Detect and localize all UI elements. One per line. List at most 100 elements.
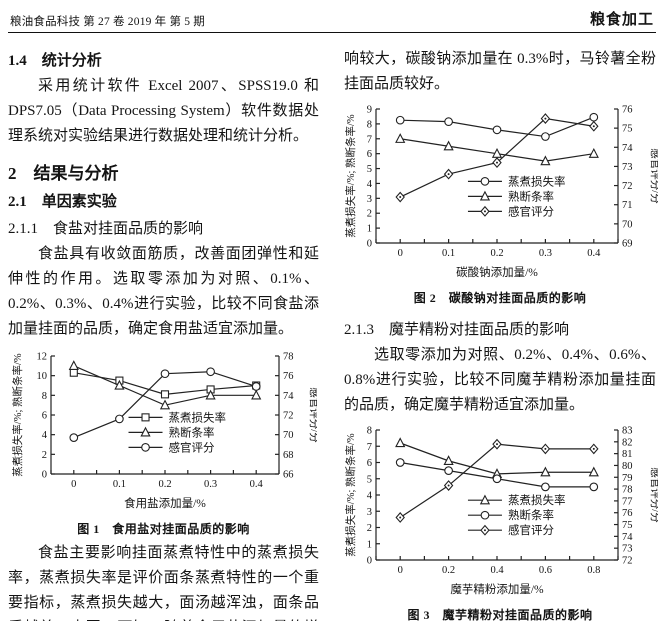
- svg-text:0.8: 0.8: [587, 565, 600, 576]
- svg-text:70: 70: [283, 430, 294, 441]
- paragraph-salt-intro: 食盐具有收敛面筋质，改善面团弹性和延伸性的作用。选取零添加为对照、0.1%、0.…: [8, 246, 319, 337]
- heading-2-1-1: 2.1.1 食盐对挂面品质的影响: [8, 221, 204, 237]
- svg-text:蒸煮损失率/%; 熟断条率/%: 蒸煮损失率/%; 熟断条率/%: [11, 353, 24, 477]
- page-header: 粮油食品科技 第 27 卷 2019 年 第 5 期 粮食加工: [8, 6, 656, 32]
- svg-text:77: 77: [622, 496, 633, 507]
- svg-text:0.2: 0.2: [158, 479, 171, 490]
- svg-text:68: 68: [283, 450, 294, 461]
- svg-text:73: 73: [622, 162, 633, 173]
- svg-text:感官评分: 感官评分: [508, 523, 554, 537]
- heading-1-4: 1.4 统计分析: [8, 53, 102, 69]
- heading-2-1: 2.1 单因素实验: [8, 194, 117, 210]
- svg-text:魔芋精粉添加量/%: 魔芋精粉添加量/%: [450, 582, 544, 596]
- svg-text:感官评分/分: 感官评分/分: [308, 387, 317, 443]
- paragraph-salt-discussion: 食盐主要影响挂面蒸煮特性中的蒸煮损失率，蒸煮损失率是评价面条蒸煮特性的一个重要指…: [8, 545, 319, 621]
- heading-2-1-3: 2.1.3 魔芋精粉对挂面品质的影响: [344, 322, 570, 338]
- left-column: 1.4 统计分析 采用统计软件 Excel 2007、SPSS19.0 和 DP…: [8, 35, 321, 621]
- svg-text:食用盐添加量/%: 食用盐添加量/%: [124, 496, 206, 510]
- svg-text:10: 10: [36, 371, 47, 382]
- svg-text:感官评分: 感官评分: [168, 440, 214, 454]
- svg-text:感官评分: 感官评分: [508, 204, 554, 218]
- svg-text:蒸煮损失率: 蒸煮损失率: [508, 493, 566, 507]
- svg-text:感官评分/分: 感官评分/分: [649, 467, 658, 523]
- svg-text:74: 74: [622, 532, 633, 543]
- svg-text:6: 6: [41, 411, 46, 422]
- svg-text:0: 0: [367, 556, 372, 567]
- svg-text:5: 5: [367, 474, 372, 485]
- figure3-caption: 图 3 魔芋精粉对挂面品质的影响: [407, 608, 593, 621]
- svg-text:4: 4: [367, 491, 373, 502]
- two-column-layout: 1.4 统计分析 采用统计软件 Excel 2007、SPSS19.0 和 DP…: [8, 35, 662, 621]
- svg-text:0.2: 0.2: [490, 248, 503, 259]
- svg-text:8: 8: [367, 119, 372, 130]
- figure-3: 0 1 2 3 4 5 6 7 8 72 73 74 75 76 77 78 79 80 81 82 83 0 0.2 0.4…: [344, 422, 662, 605]
- figure2-chart: 0 1 2 3 4 5 6 7 8 9 69 70 71 72 73 74 75 76 0 0.1 0.2 0.3 0.4 碳…: [344, 105, 662, 280]
- svg-text:6: 6: [367, 149, 372, 160]
- svg-text:79: 79: [622, 473, 633, 484]
- svg-text:80: 80: [622, 461, 633, 472]
- svg-text:0.1: 0.1: [112, 479, 125, 490]
- header-divider: [8, 32, 656, 33]
- svg-text:0.4: 0.4: [490, 565, 504, 576]
- svg-text:2: 2: [367, 209, 372, 220]
- figure2-caption: 图 2 碳酸钠对挂面品质的影响: [413, 291, 587, 305]
- svg-text:7: 7: [367, 442, 372, 453]
- journal-info: 粮油食品科技 第 27 卷 2019 年 第 5 期: [10, 16, 205, 28]
- svg-text:76: 76: [622, 105, 633, 116]
- svg-text:66: 66: [283, 470, 294, 481]
- svg-text:69: 69: [622, 239, 633, 250]
- svg-text:73: 73: [622, 544, 633, 555]
- svg-text:0: 0: [398, 565, 403, 576]
- svg-text:0.2: 0.2: [442, 565, 455, 576]
- svg-text:0: 0: [398, 248, 403, 259]
- svg-text:72: 72: [622, 556, 633, 567]
- svg-text:8: 8: [41, 391, 46, 402]
- svg-text:78: 78: [622, 485, 633, 496]
- svg-text:熟断条率: 熟断条率: [168, 425, 214, 439]
- svg-text:0.1: 0.1: [442, 248, 455, 259]
- svg-text:蒸煮损失率: 蒸煮损失率: [508, 174, 566, 188]
- svg-text:2: 2: [367, 523, 372, 534]
- svg-text:82: 82: [622, 437, 633, 448]
- svg-text:9: 9: [367, 105, 372, 116]
- svg-text:蒸煮损失率: 蒸煮损失率: [168, 410, 226, 424]
- figure-1: 0 2 4 6 8 10 12 66 68 70 72 74 76 78 0 0.1 0.2 0.3 0.4 食用盐添…: [8, 346, 321, 519]
- svg-text:74: 74: [622, 143, 633, 154]
- svg-text:蒸煮损失率/%; 熟断条率/%: 蒸煮损失率/%; 熟断条率/%: [344, 114, 357, 238]
- svg-text:0: 0: [367, 239, 372, 250]
- svg-text:感官评分/分: 感官评分/分: [649, 148, 658, 204]
- svg-text:6: 6: [367, 458, 372, 469]
- figure1-caption: 图 1 食用盐对挂面品质的影响: [77, 522, 250, 536]
- svg-text:熟断条率: 熟断条率: [508, 508, 554, 522]
- svg-text:0: 0: [71, 479, 76, 490]
- paragraph-konjac-intro: 选取零添加为对照、0.2%、0.4%、0.6%、0.8%进行实验，比较不同魔芋精…: [344, 347, 656, 413]
- svg-text:71: 71: [622, 200, 633, 211]
- svg-text:5: 5: [367, 164, 372, 175]
- svg-text:74: 74: [283, 391, 294, 402]
- svg-text:1: 1: [367, 539, 372, 550]
- svg-text:78: 78: [283, 352, 294, 363]
- svg-text:3: 3: [367, 507, 372, 518]
- svg-text:蒸煮损失率/%; 熟断条率/%: 蒸煮损失率/%; 熟断条率/%: [344, 433, 357, 557]
- svg-text:4: 4: [367, 179, 373, 190]
- heading-2: 2 结果与分析: [8, 164, 119, 183]
- svg-text:75: 75: [622, 124, 633, 135]
- svg-text:76: 76: [283, 371, 294, 382]
- svg-text:0: 0: [41, 470, 46, 481]
- svg-text:72: 72: [283, 411, 294, 422]
- svg-text:1: 1: [367, 224, 372, 235]
- svg-text:0.4: 0.4: [587, 248, 601, 259]
- paragraph-continuation: 响较大，碳酸钠添加量在 0.3%时，马铃薯全粉挂面品质较好。: [344, 51, 656, 92]
- svg-text:碳酸钠添加量/%: 碳酸钠添加量/%: [456, 265, 538, 279]
- svg-text:熟断条率: 熟断条率: [508, 189, 554, 203]
- svg-text:2: 2: [41, 450, 46, 461]
- svg-text:0.3: 0.3: [539, 248, 552, 259]
- section-label: 粮食加工: [589, 12, 654, 28]
- svg-text:81: 81: [622, 449, 633, 460]
- svg-text:0.4: 0.4: [249, 479, 263, 490]
- svg-text:4: 4: [41, 430, 47, 441]
